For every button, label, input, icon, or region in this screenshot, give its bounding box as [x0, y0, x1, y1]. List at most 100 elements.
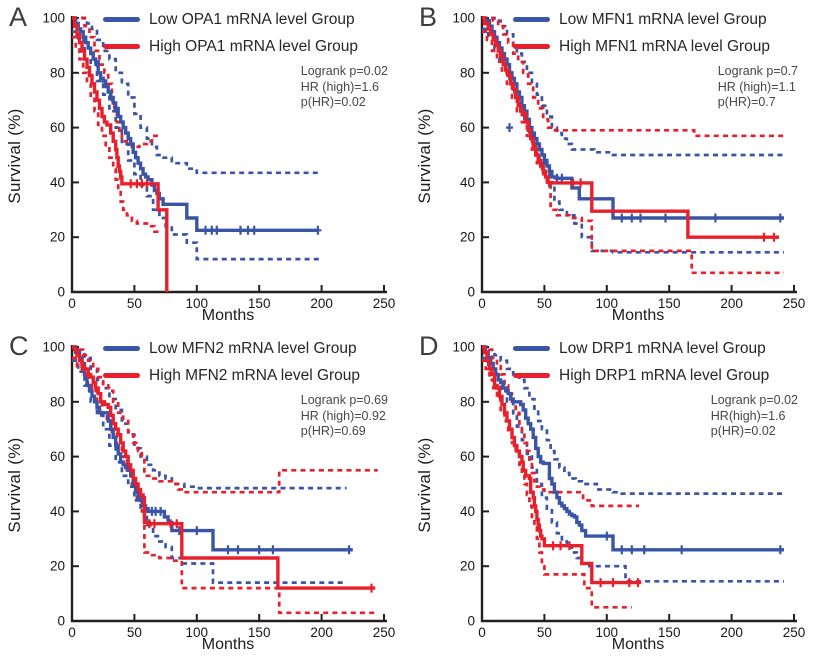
- svg-text:50: 50: [127, 625, 142, 640]
- stats-block: Logrank p=0.7 HR (high)=1.1 p(HR)=0.7: [718, 64, 798, 111]
- legend-swatch-high: [103, 44, 140, 49]
- svg-text:20: 20: [460, 230, 475, 245]
- svg-text:150: 150: [658, 625, 681, 640]
- stats-block: Logrank p=0.02 HR(high)=1.6 p(HR)=0.02: [711, 393, 798, 440]
- legend-swatch-low: [513, 17, 550, 22]
- svg-text:50: 50: [537, 296, 552, 311]
- svg-text:200: 200: [720, 296, 743, 311]
- legend-item-high: High OPA1 mRNA level Group: [103, 33, 358, 60]
- stat-phr: p(HR)=0.02: [300, 95, 366, 109]
- svg-text:80: 80: [50, 394, 65, 409]
- svg-text:0: 0: [467, 614, 475, 629]
- svg-text:100: 100: [596, 296, 619, 311]
- svg-text:100: 100: [452, 340, 475, 355]
- stat-hr: HR (high)=0.92: [300, 408, 386, 423]
- legend-swatch-low: [103, 17, 140, 22]
- stats-block: Logrank p=0.02 HR (high)=1.6 p(HR)=0.02: [301, 64, 388, 111]
- svg-text:200: 200: [720, 625, 743, 640]
- svg-text:100: 100: [186, 296, 209, 311]
- panel-letter-a: A: [9, 2, 28, 32]
- svg-text:0: 0: [68, 296, 76, 311]
- legend-label-low: Low OPA1 mRNA level Group: [149, 10, 355, 28]
- y-axis-label: Survival (%): [5, 108, 24, 204]
- svg-text:0: 0: [68, 625, 76, 640]
- legend-label-low: Low DRP1 mRNA level Group: [559, 339, 766, 357]
- stat-hr: HR (high)=1.1: [717, 79, 796, 94]
- svg-text:150: 150: [248, 625, 271, 640]
- legend-swatch-low: [103, 346, 140, 351]
- legend-label-high: High OPA1 mRNA level Group: [149, 37, 359, 55]
- svg-text:50: 50: [537, 625, 552, 640]
- panel-letter-d: D: [419, 331, 439, 361]
- svg-text:40: 40: [460, 504, 475, 519]
- svg-text:250: 250: [373, 625, 396, 640]
- stats-block: Logrank p=0.69 HR (high)=0.92 p(HR)=0.69: [301, 393, 388, 440]
- x-axis-label: Months: [611, 307, 665, 324]
- panel-b: 0 50 100 150 200 250 0 20 40 60 80 100 B Survival (…: [410, 0, 820, 329]
- svg-text:250: 250: [783, 625, 806, 640]
- svg-text:60: 60: [50, 120, 65, 135]
- svg-text:40: 40: [460, 175, 475, 190]
- svg-text:60: 60: [50, 449, 65, 464]
- svg-text:0: 0: [478, 296, 486, 311]
- km-plot-drp1: 0 50 100 150 200 250 0 20 40 60 80 100: [452, 340, 806, 641]
- y-axis-label: Survival (%): [5, 437, 24, 533]
- svg-text:150: 150: [658, 296, 681, 311]
- legend-swatch-low: [513, 346, 550, 351]
- svg-text:100: 100: [186, 625, 209, 640]
- panel-letter-b: B: [419, 2, 438, 32]
- svg-text:0: 0: [57, 285, 65, 300]
- svg-text:200: 200: [310, 296, 333, 311]
- legend-item-high: High DRP1 mRNA level Group: [513, 362, 769, 389]
- stat-logrank: Logrank p=0.02: [710, 393, 798, 407]
- legend-swatch-high: [103, 373, 140, 378]
- x-axis-label: Months: [201, 636, 255, 653]
- svg-text:20: 20: [460, 559, 475, 574]
- legend-item-low: Low MFN2 mRNA level Group: [103, 335, 360, 362]
- legend-item-low: Low MFN1 mRNA level Group: [513, 6, 770, 33]
- legend-swatch-high: [513, 44, 550, 49]
- svg-text:60: 60: [460, 449, 475, 464]
- legend: Low MFN1 mRNA level Group High MFN1 mRNA…: [513, 6, 770, 60]
- legend-label-high: High MFN1 mRNA level Group: [559, 37, 771, 55]
- svg-text:100: 100: [596, 625, 619, 640]
- legend-label-high: High MFN2 mRNA level Group: [149, 366, 361, 384]
- svg-text:40: 40: [50, 175, 65, 190]
- svg-text:20: 20: [50, 559, 65, 574]
- legend-item-high: High MFN2 mRNA level Group: [103, 362, 360, 389]
- panel-d: 0 50 100 150 200 250 0 20 40 60 80 100 D Survival (…: [410, 329, 820, 658]
- km-plot-mfn1: 0 50 100 150 200 250 0 20 40 60 80 100: [452, 11, 806, 312]
- panel-a: 0 50 100 150 200 250 0 20 40 60 80 100 A Survival (…: [0, 0, 410, 329]
- legend: Low DRP1 mRNA level Group High DRP1 mRNA…: [513, 335, 769, 389]
- legend-swatch-high: [513, 373, 550, 378]
- stat-hr: HR(high)=1.6: [710, 408, 786, 423]
- svg-text:60: 60: [460, 120, 475, 135]
- km-plot-mfn2: 0 50 100 150 200 250 0 20 40 60 80 100: [42, 340, 396, 641]
- svg-text:0: 0: [478, 625, 486, 640]
- legend-label-high: High DRP1 mRNA level Group: [559, 366, 770, 384]
- svg-text:0: 0: [467, 285, 475, 300]
- legend-item-low: Low DRP1 mRNA level Group: [513, 335, 769, 362]
- legend-label-low: Low MFN1 mRNA level Group: [559, 10, 767, 28]
- legend: Low MFN2 mRNA level Group High MFN2 mRNA…: [103, 335, 360, 389]
- stat-phr: p(HR)=0.7: [717, 95, 776, 109]
- svg-text:80: 80: [50, 65, 65, 80]
- stat-logrank: Logrank p=0.7: [717, 64, 798, 78]
- legend-label-low: Low MFN2 mRNA level Group: [149, 339, 357, 357]
- y-axis-label: Survival (%): [415, 437, 434, 533]
- svg-text:40: 40: [50, 504, 65, 519]
- svg-text:80: 80: [460, 65, 475, 80]
- stat-phr: p(HR)=0.02: [710, 424, 776, 438]
- svg-text:0: 0: [57, 614, 65, 629]
- svg-text:150: 150: [248, 296, 271, 311]
- stat-logrank: Logrank p=0.69: [300, 393, 388, 407]
- y-axis-label: Survival (%): [415, 108, 434, 204]
- panel-c: 0 50 100 150 200 250 0 20 40 60 80 100 C Survival (…: [0, 329, 410, 658]
- stat-hr: HR (high)=1.6: [300, 79, 379, 94]
- km-plot-opa1: 0 50 100 150 200 250 0 20 40 60 80 100: [42, 11, 395, 312]
- svg-text:250: 250: [783, 296, 806, 311]
- panel-letter-c: C: [9, 331, 29, 361]
- svg-text:100: 100: [452, 11, 475, 26]
- svg-text:80: 80: [460, 394, 475, 409]
